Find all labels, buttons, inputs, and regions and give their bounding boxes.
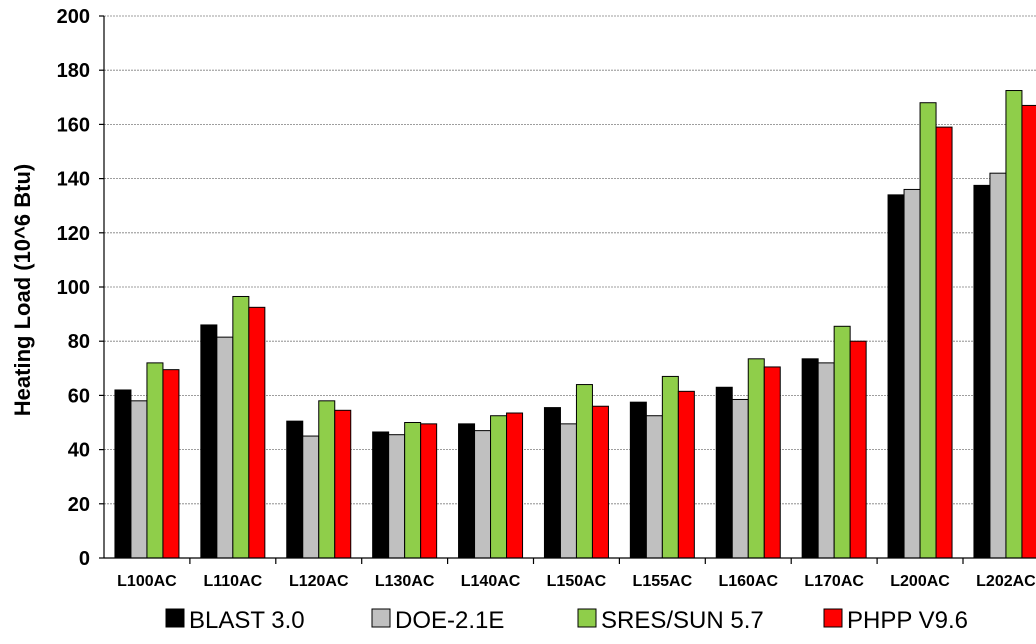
x-tick-label: L150AC (547, 573, 607, 590)
legend-item: BLAST 3.0 (165, 607, 305, 634)
bar-L170AC-sres-sun-5-7 (833, 325, 851, 559)
legend-label: PHPP V9.6 (847, 607, 968, 634)
y-axis-label: Heating Load (10^6 Btu) (10, 164, 35, 416)
bar-L170AC-doe-2-1e (817, 362, 835, 559)
bar-L140AC-sres-sun-5-7 (490, 415, 508, 559)
legend-swatch (371, 608, 391, 628)
bar-L202AC-doe-2-1e (989, 172, 1007, 559)
y-tick-label: 160 (57, 114, 90, 136)
bar-L200AC-blast-3-0 (887, 194, 905, 559)
bar-L100AC-blast-3-0 (114, 389, 132, 559)
legend-label: SRES/SUN 5.7 (601, 607, 764, 634)
legend-label: BLAST 3.0 (189, 607, 305, 634)
bar-L110AC-phpp-v9-6 (248, 306, 266, 559)
bar-L155AC-blast-3-0 (629, 401, 647, 559)
x-axis-ticks: L100AC L110AC L120AC L130AC L140AC L150AC L155… (117, 558, 1036, 590)
bar-L110AC-blast-3-0 (200, 324, 218, 559)
bar-L150AC-phpp-v9-6 (591, 405, 609, 559)
x-tick-label: L110AC (203, 573, 262, 590)
bar-L202AC-phpp-v9-6 (1021, 104, 1036, 559)
legend-item: DOE-2.1E (371, 607, 504, 634)
y-tick-label: 60 (68, 385, 90, 407)
y-tick-label: 40 (68, 440, 90, 462)
y-axis-ticks: 0 20 40 60 80 100 120 140 160 180 200 (57, 6, 104, 570)
bar-L150AC-sres-sun-5-7 (575, 384, 593, 559)
x-tick-label: L160AC (718, 573, 778, 590)
bar-L120AC-blast-3-0 (286, 420, 304, 559)
y-tick-label: 0 (79, 548, 90, 570)
y-tick-label: 100 (57, 277, 90, 299)
bar-L200AC-doe-2-1e (903, 188, 921, 559)
x-tick-label: L170AC (804, 573, 864, 590)
bar-L155AC-sres-sun-5-7 (661, 375, 679, 559)
bar-L170AC-phpp-v9-6 (849, 340, 867, 559)
bar-L200AC-sres-sun-5-7 (919, 102, 937, 559)
bar-L130AC-phpp-v9-6 (420, 423, 438, 559)
legend-item: SRES/SUN 5.7 (577, 607, 764, 634)
bar-L202AC-blast-3-0 (973, 184, 991, 559)
bar-L150AC-doe-2-1e (559, 423, 577, 559)
bar-L100AC-phpp-v9-6 (162, 369, 180, 559)
legend-label: DOE-2.1E (395, 607, 504, 634)
bar-L155AC-phpp-v9-6 (677, 390, 695, 559)
x-tick-label: L202AC (976, 573, 1036, 590)
bar-L100AC-doe-2-1e (130, 400, 148, 559)
y-tick-label: 200 (57, 6, 90, 28)
legend-swatch (823, 608, 843, 628)
x-tick-label: L200AC (890, 573, 950, 590)
x-tick-label: L140AC (461, 573, 521, 590)
bar-L130AC-sres-sun-5-7 (404, 422, 422, 559)
legend-item: PHPP V9.6 (823, 607, 968, 634)
bar-L140AC-blast-3-0 (458, 423, 476, 559)
x-tick-label: L100AC (117, 573, 177, 590)
bar-L200AC-phpp-v9-6 (935, 126, 953, 559)
bar-L130AC-doe-2-1e (388, 434, 406, 559)
legend-swatch (577, 608, 597, 628)
bar-L140AC-phpp-v9-6 (506, 412, 524, 559)
bar-L170AC-blast-3-0 (801, 358, 819, 559)
bar-L150AC-blast-3-0 (543, 407, 561, 559)
x-tick-label: L130AC (375, 573, 435, 590)
bar-L130AC-blast-3-0 (372, 431, 390, 559)
legend: BLAST 3.0 DOE-2.1E SRES/SUN 5.7 PHPP V9.6 (165, 607, 968, 634)
x-tick-label: L120AC (289, 573, 349, 590)
bar-L110AC-doe-2-1e (216, 336, 234, 559)
legend-swatch (165, 608, 185, 628)
bars (114, 90, 1036, 559)
bar-L120AC-sres-sun-5-7 (318, 400, 336, 559)
bar-L120AC-phpp-v9-6 (334, 409, 352, 559)
bar-L120AC-doe-2-1e (302, 435, 320, 559)
bar-L100AC-sres-sun-5-7 (146, 362, 164, 559)
bar-L160AC-sres-sun-5-7 (747, 358, 765, 559)
bar-L160AC-phpp-v9-6 (763, 366, 781, 559)
y-tick-label: 180 (57, 60, 90, 82)
x-tick-label: L155AC (633, 573, 693, 590)
bar-L110AC-sres-sun-5-7 (232, 295, 250, 559)
y-tick-label: 120 (57, 223, 90, 245)
y-tick-label: 80 (68, 331, 90, 353)
bar-L140AC-doe-2-1e (474, 430, 492, 559)
bar-L155AC-doe-2-1e (645, 415, 663, 559)
y-tick-label: 140 (57, 169, 90, 191)
bar-L160AC-blast-3-0 (715, 386, 733, 559)
y-tick-label: 20 (68, 494, 90, 516)
bar-L160AC-doe-2-1e (731, 398, 749, 559)
bar-L202AC-sres-sun-5-7 (1005, 90, 1023, 559)
